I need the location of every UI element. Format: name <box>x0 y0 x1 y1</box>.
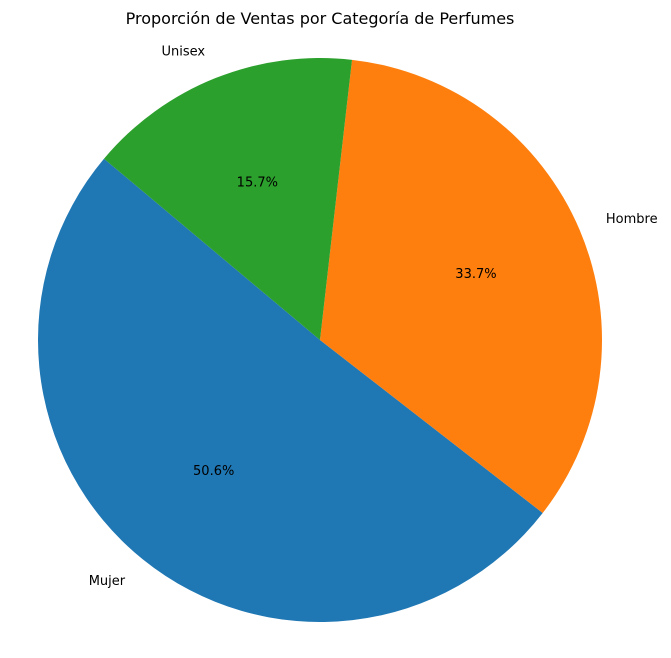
pie-slice-unisex <box>103 58 353 341</box>
chart-title: Proporción de Ventas por Categoría de Pe… <box>126 9 515 28</box>
pie-labels: Mujer 50.6% Hombre 33.7% Unisex 15.7% <box>89 44 658 588</box>
pct-label-hombre: 33.7% <box>455 267 496 282</box>
pct-label-mujer: 50.6% <box>193 464 234 479</box>
pie-slices <box>37 58 602 623</box>
pct-label-unisex: 15.7% <box>237 175 278 190</box>
pie-slice-mujer <box>37 158 543 623</box>
pie-slice-hombre <box>320 59 602 513</box>
slice-label-mujer: Mujer <box>89 574 126 589</box>
slice-label-unisex: Unisex <box>161 44 205 59</box>
slice-label-hombre: Hombre <box>606 212 658 227</box>
